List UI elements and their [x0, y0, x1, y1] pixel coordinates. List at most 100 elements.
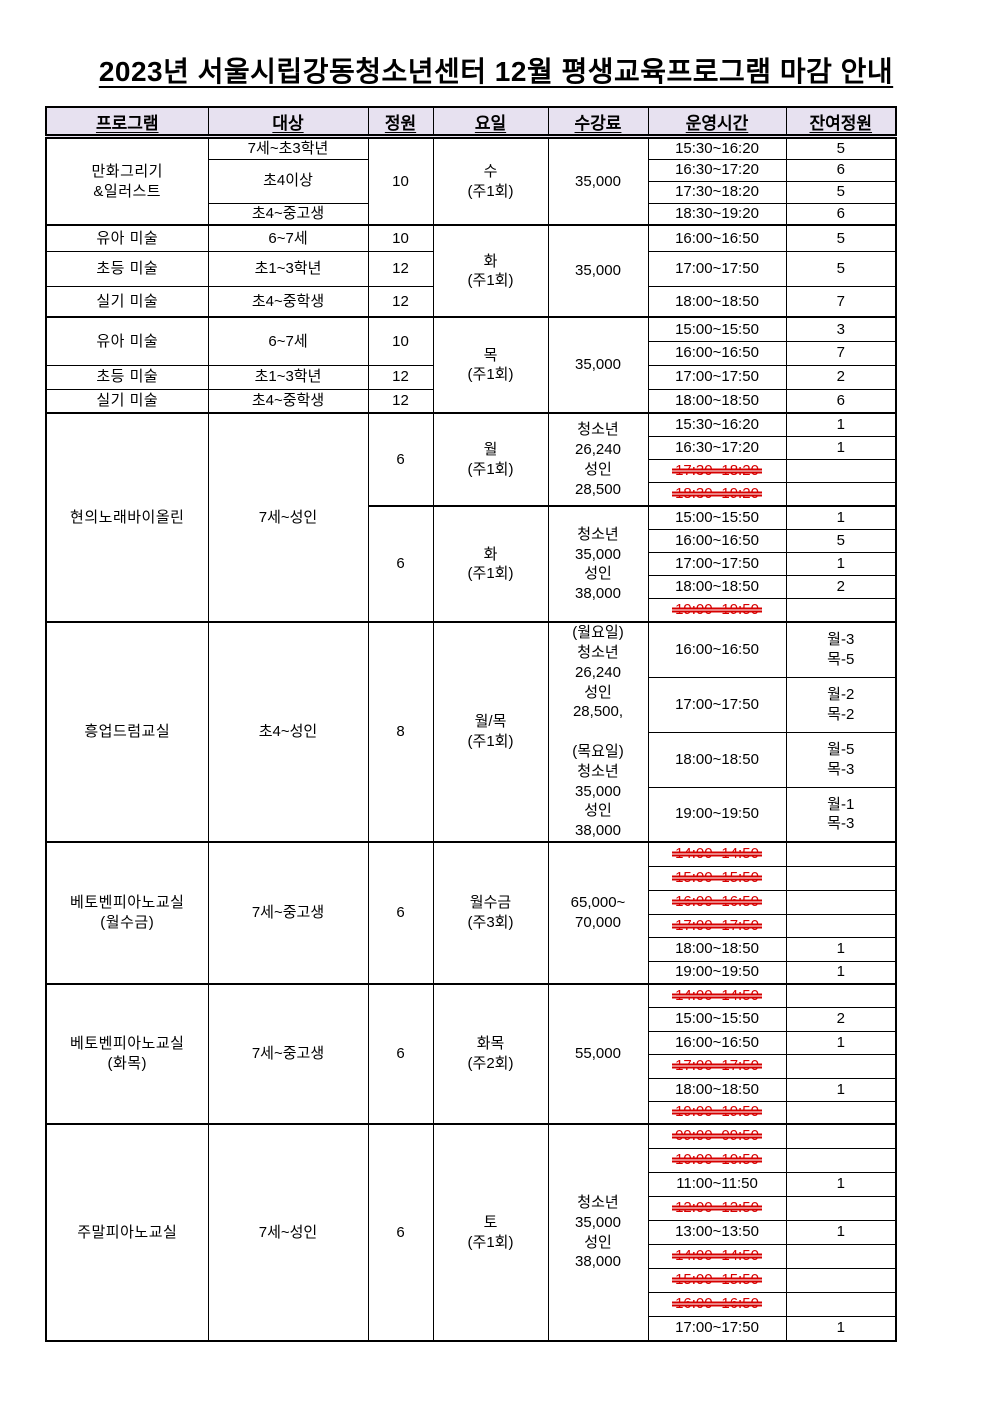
cell-capacity: 8: [367, 621, 434, 843]
cell-time: 15:30~16:20: [647, 135, 787, 160]
table-row: 16:00~16:50 5: [46, 528, 897, 553]
closed-time-text: 16:00~16:50: [675, 1295, 759, 1313]
cell-time: 18:00~18:50: [647, 1077, 787, 1102]
cell-time-closed: 15:00~15:50: [647, 1267, 787, 1293]
cell-fee: 35,000: [547, 135, 649, 226]
cell-remaining: 6: [785, 158, 897, 182]
cell-remaining: 1: [785, 412, 897, 437]
cell-fee: 65,000~ 70,000: [547, 841, 649, 985]
table-row: 16:00~16:50 1: [46, 1030, 897, 1055]
cell-time-closed: 12:00~12:50: [647, 1195, 787, 1221]
cell-time: 18:30~19:20: [647, 202, 787, 226]
cell-remaining: 5: [785, 224, 897, 252]
cell-program: 현의노래바이올린: [45, 412, 209, 623]
table-row: 19:00~19:50 월-1 목-3: [46, 786, 897, 843]
closed-time-text: 14:00~14:50: [675, 1247, 759, 1265]
cell-target: 초1~3학년: [207, 364, 369, 390]
cell-program: 유아 미술: [45, 316, 209, 366]
table-row: 19:00~19:50: [46, 597, 897, 623]
cell-time: 16:00~16:50: [647, 224, 787, 252]
cell-remaining: 6: [785, 388, 897, 414]
table-row: 실기 미술 초4~중학생 12 18:00~18:50 7: [45, 285, 897, 318]
cell-day: 화목 (주2회): [432, 983, 549, 1125]
cell-remaining: [785, 983, 897, 1008]
cell-day: 화 (주1회): [432, 224, 549, 318]
cell-remaining: 5: [785, 250, 897, 287]
cell-time: 19:00~19:50: [647, 786, 787, 843]
cell-time: 17:00~17:50: [647, 676, 787, 733]
cell-target: 7세~성인: [207, 1123, 369, 1342]
cell-target: 초4~중학생: [207, 285, 369, 318]
closed-time-text: 14:00~14:50: [675, 986, 759, 1004]
table-row: 18:00~18:50 1: [46, 936, 897, 962]
table-header: 프로그램 대상 정원 요일 수강료 운영시간 잔여정원: [45, 106, 897, 139]
cell-time: 18:00~18:50: [647, 936, 787, 962]
table-row: 유아 미술 6~7세 10 목 (주1회) 35,000 15:00~15:50 3: [45, 316, 897, 414]
table-row: 11:00~11:50 1: [46, 1171, 897, 1197]
cell-remaining: 월-3 목-5: [785, 621, 897, 678]
cell-remaining: [785, 889, 897, 915]
cell-remaining: [785, 597, 897, 623]
cell-remaining: 1: [785, 1077, 897, 1102]
cell-capacity: 12: [367, 250, 434, 287]
cell-time: 17:00~17:50: [647, 551, 787, 576]
table-body: 만화그리기 &일러스트 7세~초3학년 10 수 (주1회) 35,000 15:30~1…: [45, 135, 897, 1342]
cell-fee: 청소년 26,240 성인 28,500: [547, 412, 649, 507]
table-row: 16:00~16:50: [46, 889, 897, 915]
cell-time-closed: 14:00~14:50: [647, 1243, 787, 1269]
table-row: 17:30~18:20: [46, 458, 897, 483]
table-row: 현의노래바이올린 7세~성인 6 월 (주1회) 청소년 26,240 성인 28,50…: [45, 412, 897, 623]
cell-time: 13:00~13:50: [647, 1219, 787, 1245]
cell-time: 16:00~16:50: [647, 528, 787, 553]
cell-day: 월 (주1회): [432, 412, 549, 507]
table-row: 16:30~17:20 1: [46, 435, 897, 460]
cell-capacity: 10: [367, 135, 434, 226]
column-header: 수강료: [547, 106, 649, 139]
cell-remaining: 1: [785, 1030, 897, 1055]
column-header: 요일: [432, 106, 549, 139]
cell-remaining: [785, 865, 897, 891]
cell-day: 토 (주1회): [432, 1123, 549, 1342]
table-row: 17:00~17:50: [46, 1053, 897, 1079]
cell-time: 19:00~19:50: [647, 960, 787, 985]
cell-capacity: 6: [367, 412, 434, 507]
cell-program: 만화그리기 &일러스트: [45, 135, 209, 226]
table-row: 13:00~13:50 1: [46, 1219, 897, 1245]
cell-target: 초4~중학생: [207, 388, 369, 414]
table-row: 14:00~14:50: [46, 1243, 897, 1269]
cell-time-closed: 18:30~19:20: [647, 481, 787, 507]
table-row: 10:00~10:50: [46, 1147, 897, 1173]
cell-time: 17:30~18:20: [647, 180, 787, 204]
cell-time: 18:00~18:50: [647, 731, 787, 788]
cell-time-closed: 17:00~17:50: [647, 1053, 787, 1079]
cell-day: 화 (주1회): [432, 505, 549, 623]
program-table: 프로그램 대상 정원 요일 수강료 운영시간 잔여정원 만화그리기 &일러스트 7세~초3학년…: [45, 106, 897, 1343]
table-row: 12:00~12:50: [46, 1195, 897, 1221]
cell-remaining: 5: [785, 135, 897, 160]
cell-fee: 청소년 35,000 성인 38,000: [547, 1123, 649, 1342]
cell-capacity: 12: [367, 364, 434, 390]
cell-time-closed: 14:00~14:50: [647, 841, 787, 867]
cell-capacity: 12: [367, 285, 434, 318]
cell-capacity: 6: [367, 841, 434, 985]
column-header: 프로그램: [45, 106, 209, 139]
table-row: 17:00~17:50 1: [46, 1315, 897, 1342]
closed-time-text: 17:00~17:50: [675, 1057, 759, 1075]
table-row: 베토벤피아노교실 (화목) 7세~중고생 6 화목 (주2회) 55,000 14:00~…: [45, 983, 897, 1125]
table-row: 흥업드럼교실 초4~성인 8 월/목 (주1회) (월요일) 청소년 26,240 성인…: [45, 621, 897, 843]
table-row: 17:00~17:50 1: [46, 551, 897, 576]
closed-time-text: 15:00~15:50: [675, 869, 759, 887]
cell-fee: 35,000: [547, 316, 649, 414]
cell-day: 수 (주1회): [432, 135, 549, 226]
cell-remaining: 1: [785, 960, 897, 985]
cell-target: 6~7세: [207, 316, 369, 366]
cell-capacity: 12: [367, 388, 434, 414]
cell-time: 16:30~17:20: [647, 435, 787, 460]
table-row: 초4이상 16:30~17:20 6: [46, 158, 897, 204]
cell-program: 유아 미술: [45, 224, 209, 252]
cell-remaining: 2: [785, 1006, 897, 1032]
cell-time: 18:00~18:50: [647, 574, 787, 599]
cell-remaining: 1: [785, 435, 897, 460]
cell-fee: 55,000: [547, 983, 649, 1125]
